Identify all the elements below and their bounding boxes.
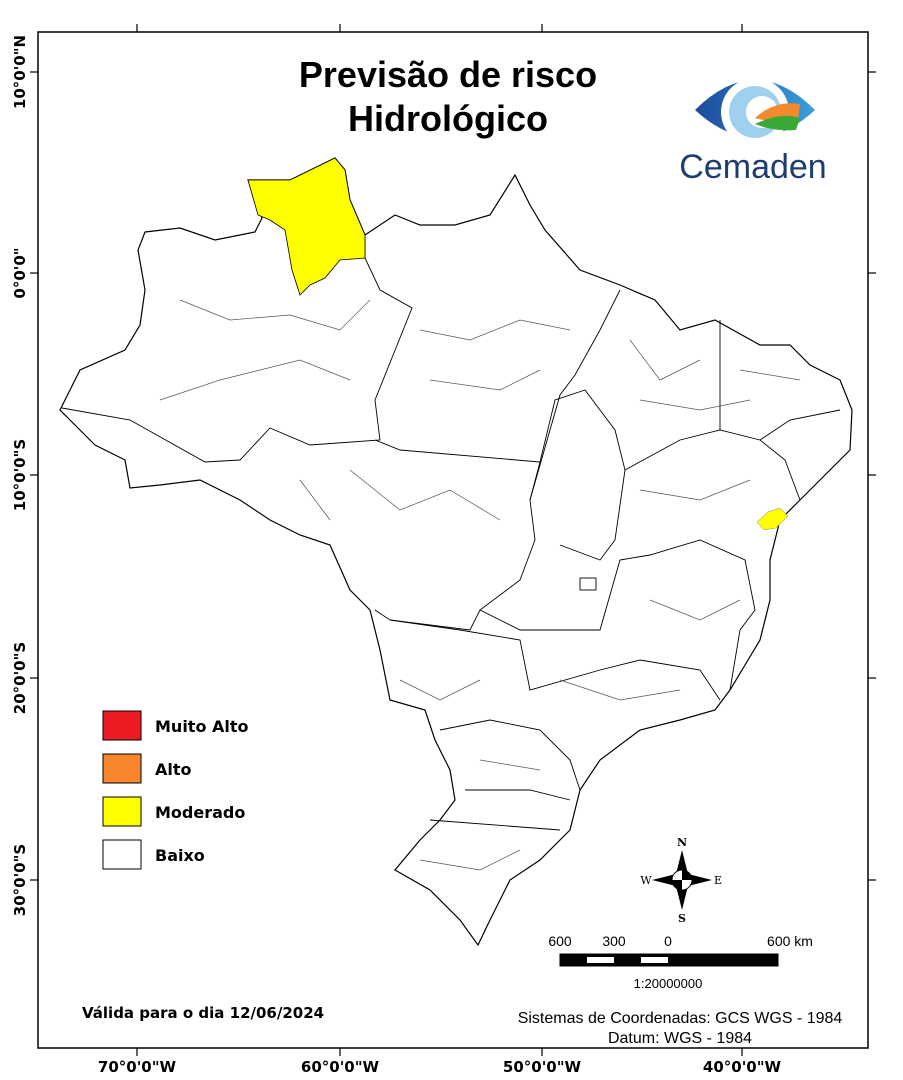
logo: Cemaden <box>679 78 827 186</box>
legend-swatch <box>102 839 142 870</box>
compass-label: S <box>678 912 686 925</box>
scale-label: 600 <box>548 933 572 949</box>
scale-label: 0 <box>664 933 672 949</box>
legend-swatch <box>102 753 142 784</box>
ticks <box>30 24 876 1056</box>
valid-date: Válida para o dia 12/06/2024 <box>82 1004 324 1022</box>
scale-bar <box>559 953 779 967</box>
risk-area <box>756 507 789 531</box>
axis-label: 20°0'0"S <box>11 642 29 714</box>
title-line: Hidrológico <box>348 98 548 139</box>
title-line: Previsão de risco <box>299 54 597 95</box>
legend-swatch <box>102 710 142 741</box>
axis-label: 10°0'0"N <box>11 35 29 109</box>
axis-label: 0°0'0" <box>11 247 29 298</box>
axis-label: 60°0'0"W <box>301 1058 380 1076</box>
logo-text: Cemaden <box>679 148 826 186</box>
legend-label: Alto <box>155 760 192 779</box>
compass-label: W <box>640 874 652 887</box>
state-borders <box>61 235 841 831</box>
risk-area <box>247 157 366 296</box>
compass-label: E <box>714 874 722 887</box>
country-outline <box>59 157 853 947</box>
scale-label: 600 km <box>767 933 813 949</box>
axis-label: 30°0'0"S <box>11 844 29 916</box>
scale-ratio: 1:20000000 <box>634 976 703 991</box>
axis-label: 40°0'0"W <box>703 1058 782 1076</box>
compass-label: N <box>677 836 687 849</box>
compass: N S W E <box>640 836 722 925</box>
axis-label: 10°0'0"S <box>11 439 29 511</box>
axis-label: 50°0'0"W <box>503 1058 582 1076</box>
legend-label: Moderado <box>155 803 245 822</box>
legend-label: Baixo <box>155 846 205 865</box>
axis-label: 70°0'0"W <box>98 1058 177 1076</box>
coordinate-system: Sistemas de Coordenadas: GCS WGS - 1984 <box>518 1010 843 1027</box>
municipal-borders <box>159 299 801 871</box>
legend-swatch <box>102 796 142 827</box>
legend-label: Muito Alto <box>155 717 249 736</box>
coordinate-system: Datum: WGS - 1984 <box>608 1030 752 1047</box>
scale-label: 300 <box>602 933 626 949</box>
